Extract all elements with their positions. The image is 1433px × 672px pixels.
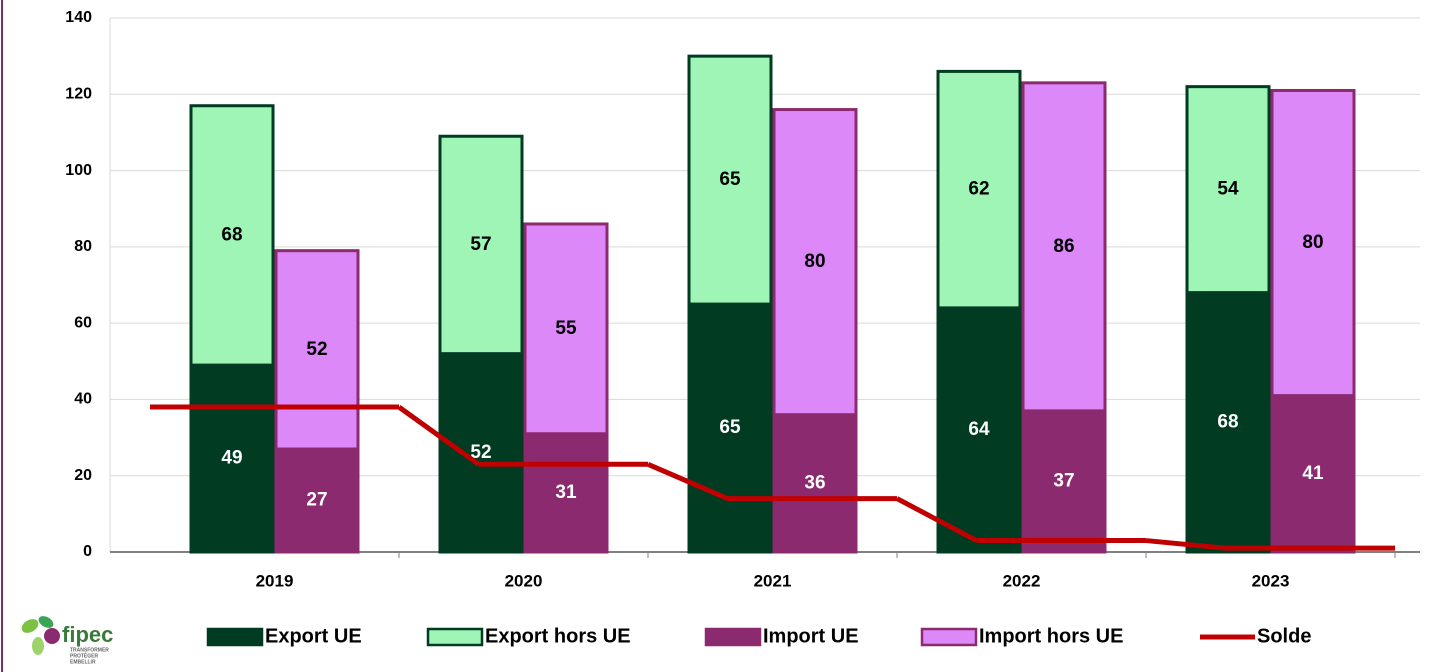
data-label: 57: [470, 234, 491, 255]
data-label: 55: [555, 318, 577, 339]
data-label: 37: [1053, 470, 1074, 491]
data-label: 68: [1217, 411, 1238, 432]
data-label: 36: [804, 472, 825, 493]
bar-segment: [772, 413, 858, 554]
bar-segment: [936, 69, 1022, 310]
x-tick-label: 2019: [256, 571, 294, 590]
y-tick-label: 40: [74, 391, 92, 408]
x-tick-label: 2020: [505, 571, 543, 590]
legend-swatch: [704, 627, 762, 647]
line-connector: [397, 405, 480, 467]
logo-tagline: PROTÉGER: [70, 651, 98, 659]
data-label: 54: [1217, 179, 1239, 200]
data-label: 52: [306, 339, 327, 360]
data-label: 62: [968, 179, 989, 200]
logo-text: fipec: [62, 622, 113, 647]
legend-swatch: [426, 627, 484, 647]
data-label: 64: [968, 419, 990, 440]
bar-segment: [1270, 88, 1356, 398]
legend-label: Import UE: [763, 625, 859, 647]
legend-label: Import hors UE: [979, 625, 1123, 647]
bar-segment: [1185, 85, 1271, 295]
y-tick-label: 100: [65, 162, 92, 179]
y-tick-label: 80: [74, 238, 92, 255]
bar-segment: [523, 222, 609, 436]
data-label: 65: [719, 169, 741, 190]
line-connector: [895, 496, 978, 543]
y-tick-label: 140: [65, 9, 92, 26]
data-label: 68: [221, 224, 242, 245]
legend-label: Export hors UE: [485, 625, 631, 647]
data-label: 80: [804, 251, 825, 272]
logo-dot: [44, 628, 60, 644]
bar-segment: [1021, 81, 1107, 413]
y-tick-label: 0: [83, 543, 92, 560]
bar-segment: [523, 432, 609, 554]
logo-leaf: [32, 637, 44, 655]
data-label: 27: [306, 490, 327, 511]
logo-tagline: EMBELLIR: [70, 659, 96, 665]
x-tick-label: 2021: [754, 571, 792, 590]
bar-segment: [1270, 394, 1356, 554]
bar-segment: [274, 249, 360, 451]
line-connector: [1145, 538, 1226, 551]
y-tick-label: 20: [74, 467, 92, 484]
data-label: 31: [555, 482, 577, 503]
data-label: 52: [470, 442, 491, 463]
x-tick-label: 2022: [1003, 571, 1041, 590]
y-tick-label: 120: [65, 86, 92, 103]
y-tick-label: 60: [74, 314, 92, 331]
logo-tagline: TRANSFORMER: [70, 647, 109, 653]
data-label: 80: [1302, 232, 1323, 253]
bar-segment: [687, 54, 773, 306]
data-label: 41: [1302, 463, 1324, 484]
bar-segment: [1185, 291, 1271, 554]
logo-leaf: [38, 616, 54, 628]
x-tick-label: 2023: [1252, 571, 1290, 590]
logo-leaf: [21, 619, 39, 633]
legend-label: Export UE: [265, 625, 362, 647]
bar-segment: [438, 134, 524, 356]
line-connector: [647, 461, 729, 501]
data-label: 65: [719, 417, 741, 438]
data-label: 49: [221, 448, 242, 469]
bar-segment: [772, 108, 858, 417]
logo: fipec TRANSFORMER PROTÉGER EMBELLIR: [21, 616, 113, 665]
legend-swatch: [920, 627, 978, 647]
bar-segment: [274, 447, 360, 554]
bar-segment: [1021, 409, 1107, 554]
legend-swatch: [206, 627, 264, 647]
bar-segment: [189, 104, 275, 367]
legend-label: Solde: [1257, 625, 1311, 647]
data-label: 86: [1053, 236, 1074, 257]
